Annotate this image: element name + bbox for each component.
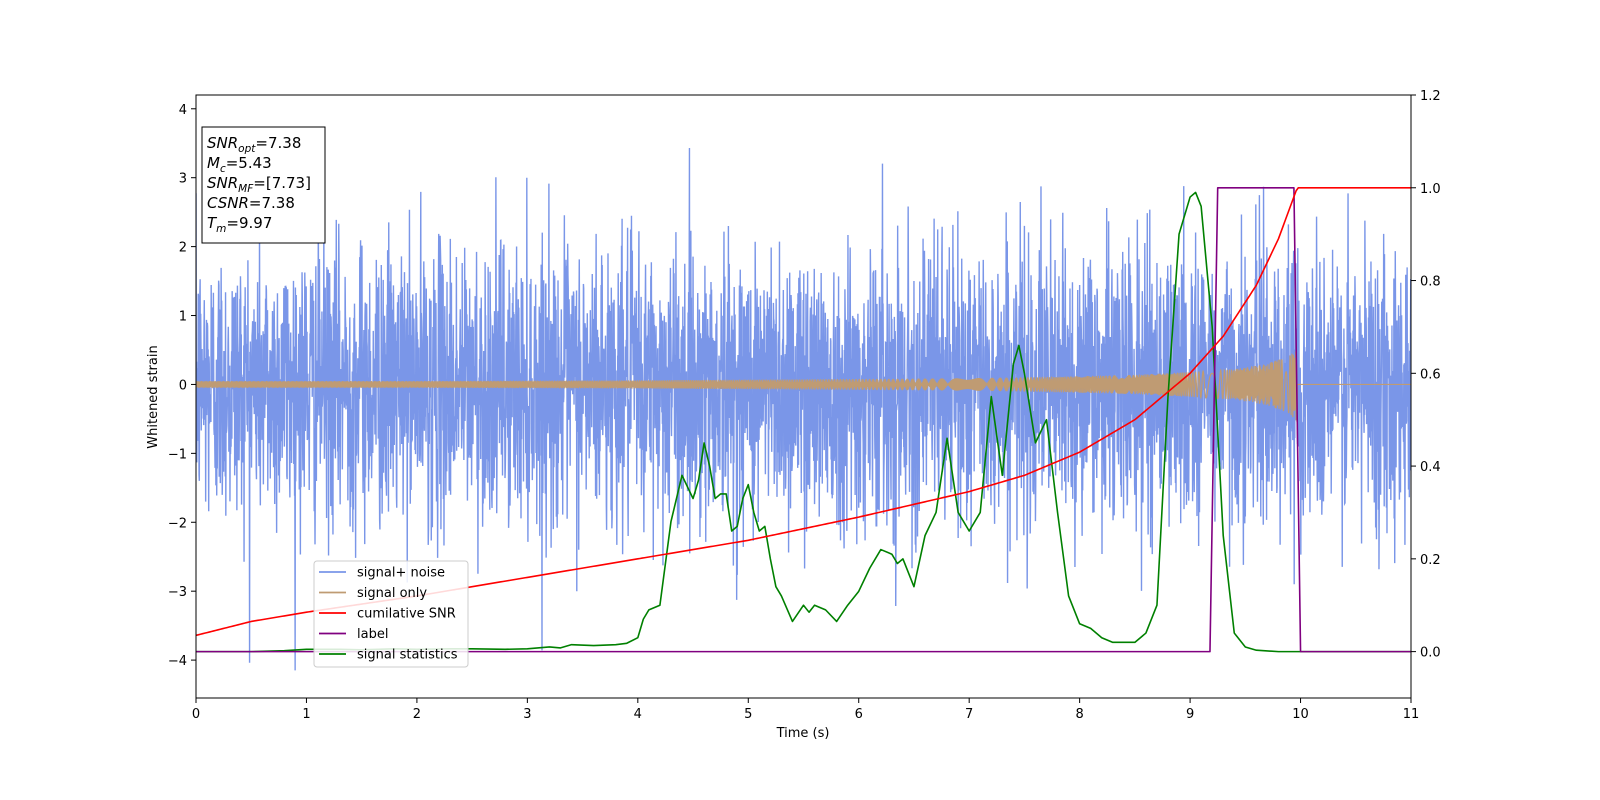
- y-left-tick-label: −1: [168, 447, 187, 462]
- y-axis-left: 4 3 2 1 0 −1 −2 −3 −4: [168, 103, 196, 669]
- y-left-tick-label: 0: [179, 378, 187, 393]
- plot-area: [196, 148, 1411, 671]
- legend-label-signal-only: signal only: [357, 586, 427, 601]
- legend-label-signal-statistics: signal statistics: [357, 648, 458, 663]
- x-tick-label: 9: [1186, 707, 1194, 722]
- plot-frame: [195, 94, 1412, 699]
- y-axis-label: Whitened strain: [146, 345, 161, 448]
- x-axis: 0 1 2 3 4 5 6 7 8 9 10 11: [192, 698, 1419, 722]
- y-left-tick-label: 3: [179, 172, 187, 187]
- x-tick-label: 5: [744, 707, 752, 722]
- info-line: Mc=5.43: [207, 154, 272, 175]
- y-left-tick-label: −2: [168, 516, 187, 531]
- y-right-tick-label: 1.2: [1420, 89, 1441, 104]
- series-signal-statistics: [196, 191, 1411, 653]
- y-left-tick-label: 2: [179, 241, 187, 256]
- x-tick-label: 6: [855, 707, 863, 722]
- x-axis-label: Time (s): [776, 726, 830, 741]
- x-tick-label: 8: [1075, 707, 1083, 722]
- x-tick-label: 1: [302, 707, 310, 722]
- y-left-tick-label: −3: [168, 585, 187, 600]
- y-left-tick-label: 4: [179, 103, 187, 118]
- x-tick-label: 10: [1292, 707, 1309, 722]
- legend-label-label: label: [357, 627, 388, 642]
- y-right-tick-label: 0.2: [1420, 553, 1441, 568]
- x-tick-label: 0: [192, 707, 200, 722]
- y-right-tick-label: 1.0: [1420, 182, 1441, 197]
- x-tick-label: 4: [634, 707, 642, 722]
- series-label: [196, 186, 1411, 653]
- x-tick-label: 3: [523, 707, 531, 722]
- y-left-tick-label: 1: [179, 310, 187, 325]
- info-line: CSNR=7.38: [207, 194, 295, 212]
- x-tick-label: 11: [1403, 707, 1420, 722]
- legend-label-signal-noise: signal+ noise: [357, 566, 445, 581]
- legend: signal+ noise signal only cumilative SNR la…: [313, 560, 469, 668]
- series-signal-only: [196, 351, 1411, 423]
- y-axis-right: 1.2 1.0 0.8 0.6 0.4 0.2 0.0: [1411, 89, 1441, 661]
- y-left-tick-label: −4: [168, 654, 187, 669]
- x-tick-label: 7: [965, 707, 973, 722]
- legend-label-cumulative-snr: cumilative SNR: [357, 607, 456, 622]
- info-line: SNRMF=[7.73]: [207, 174, 311, 195]
- y-right-tick-label: 0.4: [1420, 460, 1441, 475]
- y-right-tick-label: 0.0: [1420, 646, 1441, 661]
- info-line: Tm=9.97: [207, 214, 272, 235]
- x-tick-label: 2: [413, 707, 421, 722]
- info-line: SNRopt=7.38: [207, 134, 301, 155]
- y-right-tick-label: 0.8: [1420, 275, 1441, 290]
- y-right-tick-label: 0.6: [1420, 367, 1441, 382]
